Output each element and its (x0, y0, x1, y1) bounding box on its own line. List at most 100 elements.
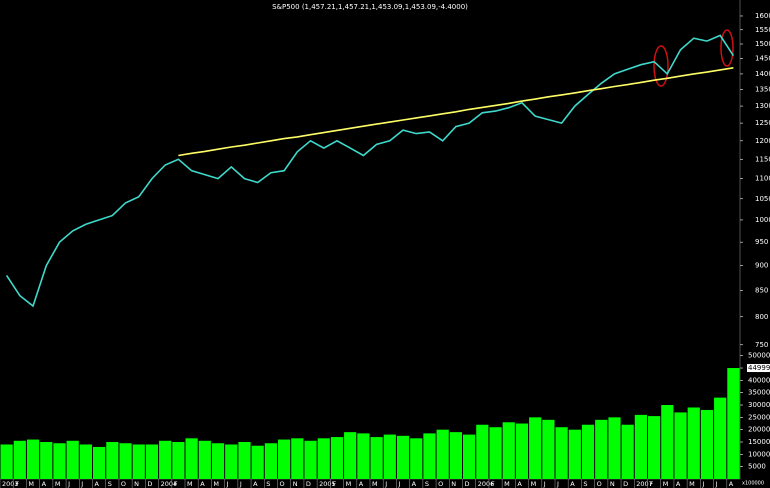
volume-bar (145, 444, 159, 479)
volume-bar (648, 416, 661, 479)
x-tick-label: M (28, 480, 34, 488)
x-tick-label: 2004 (161, 480, 178, 488)
volume-bar (529, 417, 542, 479)
volume-bar (502, 422, 515, 479)
x-tick-label: D (465, 480, 470, 488)
x-tick-label: M (663, 480, 669, 488)
volume-bar (634, 414, 647, 479)
volume-bar (542, 419, 555, 479)
x-tick-label: F (332, 480, 336, 488)
x-tick-label: M (187, 480, 193, 488)
last-value-label: 44999 (748, 364, 770, 372)
y-tick-label: 1400 (755, 70, 770, 78)
x-tick-label: A (570, 480, 575, 488)
volume-bar (436, 429, 449, 479)
x-tick-label: J (715, 480, 718, 488)
x-tick-label: F (650, 480, 654, 488)
x-tick-label: N (134, 480, 139, 488)
volume-bar (370, 437, 383, 479)
x-tick-label: S (583, 480, 587, 488)
x-tick-label: 2005 (319, 480, 336, 488)
x-tick-label: J (556, 480, 559, 488)
last-value-box (747, 364, 770, 373)
y-tick-label: 1100 (755, 175, 770, 183)
x-tick-label: J (701, 480, 704, 488)
volume-bar (198, 440, 211, 479)
x-tick-label: F (174, 480, 178, 488)
volume-bar (423, 433, 436, 479)
y2-tick-label: 10000 (748, 450, 770, 458)
y2-tick-label: 40000 (748, 376, 770, 384)
volume-bar (330, 437, 344, 479)
volume-bar (40, 442, 53, 479)
x-tick-label: F (15, 480, 19, 488)
y2-tick-label: 25000 (748, 413, 770, 421)
volume-bar (317, 438, 330, 479)
x-tick-label: J (397, 480, 400, 488)
y2-unit: x100000 (742, 481, 764, 487)
volume-bar (66, 440, 79, 479)
x-tick-label: A (412, 480, 417, 488)
volume-bar (396, 435, 410, 479)
y-tick-label: 850 (755, 286, 768, 294)
volume-bar (489, 427, 502, 479)
x-tick-label: D (147, 480, 152, 488)
y2-tick-label: 5000 (748, 463, 766, 471)
volume-bar (357, 433, 370, 479)
volume-bar (344, 432, 357, 479)
x-tick-label: M (55, 480, 61, 488)
volume-bar (251, 445, 264, 479)
x-tick-label: M (346, 480, 352, 488)
volume-bar (568, 429, 581, 479)
x-tick-label: A (517, 480, 522, 488)
volume-bar (211, 443, 225, 479)
volume-bar (106, 442, 119, 479)
y-tick-label: 750 (755, 341, 768, 349)
x-tick-label: J (226, 480, 229, 488)
volume-bar (159, 440, 172, 479)
volume-bar (410, 438, 423, 479)
x-tick-label: F (491, 480, 495, 488)
x-tick-label: A (359, 480, 364, 488)
x-tick-label: O (280, 480, 285, 488)
x-tick-label: A (200, 480, 205, 488)
x-tick-label: A (676, 480, 681, 488)
highlight-ellipse (720, 29, 734, 67)
y-tick-label: 1000 (755, 216, 770, 224)
x-tick-label: O (121, 480, 126, 488)
x-tick-label: M (504, 480, 510, 488)
volume-bar (449, 432, 462, 479)
y-tick-label: 800 (755, 313, 768, 321)
volume-bar (515, 423, 529, 479)
volume-bar (687, 407, 700, 479)
y2-tick-label: 30000 (748, 401, 770, 409)
volume-bar (172, 442, 185, 479)
y-tick-label: 950 (755, 238, 768, 246)
volume-bar (700, 409, 714, 479)
volume-bar (185, 438, 198, 479)
line (5, 34, 735, 308)
volume-bar (727, 368, 740, 479)
y-tick-label: 1450 (755, 55, 770, 63)
x-tick-label: A (253, 480, 258, 488)
y-tick-label: 1350 (755, 86, 770, 94)
y-tick-label: 1200 (755, 137, 770, 145)
x-tick-label: J (67, 480, 70, 488)
volume-bar (476, 424, 489, 479)
volume-bar (26, 439, 40, 479)
x-tick-label: A (42, 480, 47, 488)
y-tick-label: 1500 (755, 40, 770, 48)
y-tick-label: 1150 (755, 155, 770, 163)
volume-bar (621, 424, 634, 479)
volume-bar (674, 412, 687, 479)
y2-tick-label: 15000 (748, 438, 770, 446)
volume-bar (119, 443, 132, 479)
x-tick-label: M (213, 480, 219, 488)
y-tick-label: 900 (755, 262, 768, 270)
y-tick-label: 1600 (755, 12, 770, 20)
volume-bar (661, 405, 674, 479)
x-tick-label: N (293, 480, 298, 488)
x-tick-label: M (531, 480, 537, 488)
